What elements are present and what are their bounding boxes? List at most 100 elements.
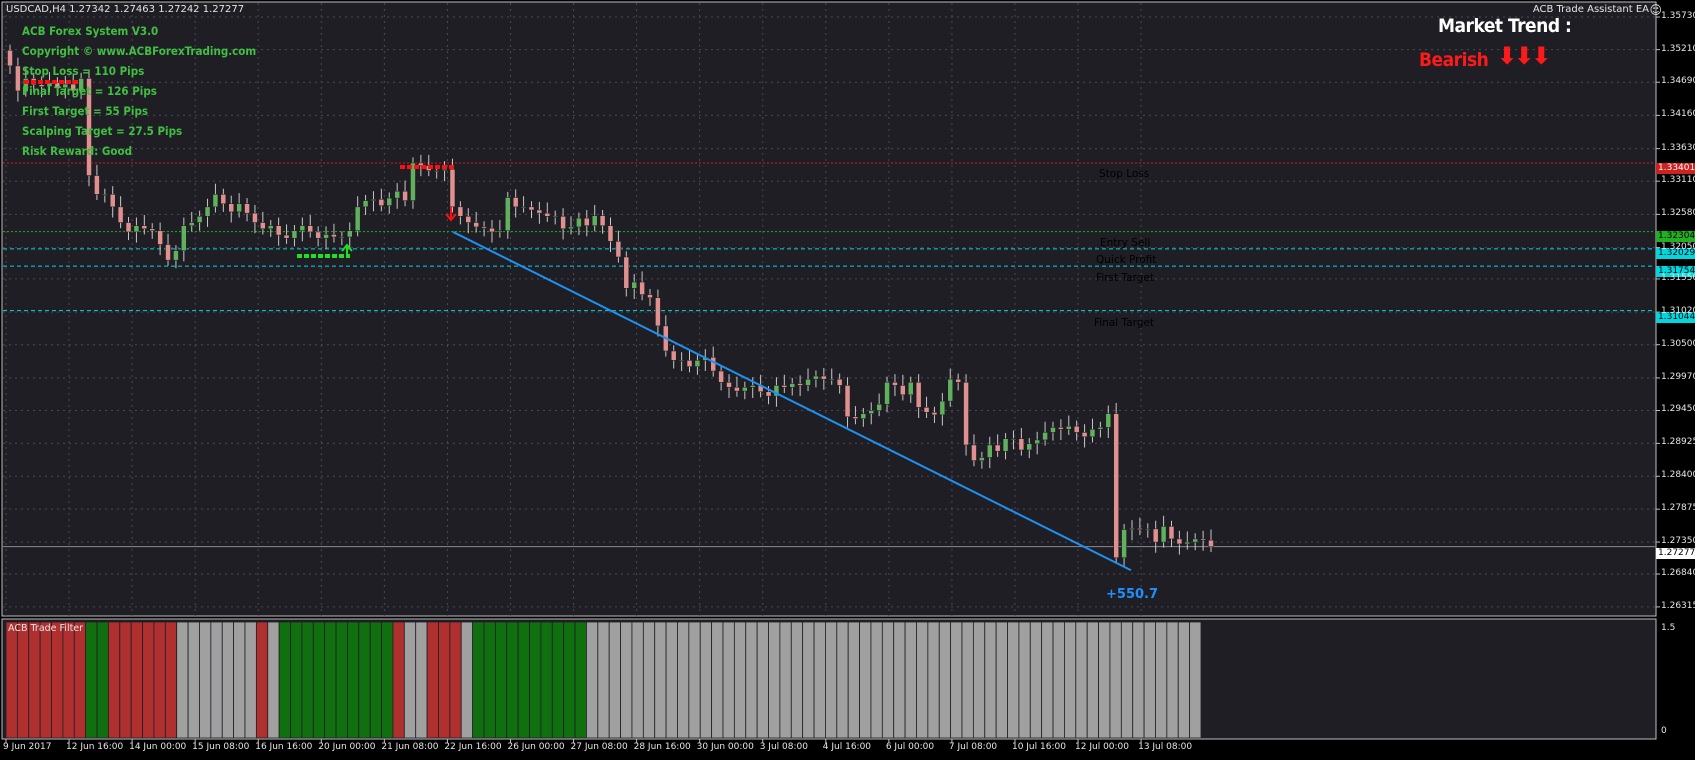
candle-body <box>1081 432 1088 438</box>
filter-bar <box>290 621 303 739</box>
filter-bar <box>119 621 132 739</box>
candle-body <box>994 444 1001 452</box>
candle-body <box>212 194 219 208</box>
candle-body <box>599 215 606 226</box>
filter-bar <box>278 621 291 739</box>
filter-bar <box>1132 621 1145 739</box>
trend-line <box>452 231 1132 572</box>
candle-body <box>821 375 827 380</box>
price-axis-label: 1.33630 <box>1661 142 1695 153</box>
candle-body <box>70 83 76 92</box>
filter-bar <box>972 621 986 739</box>
ea-name[interactable]: ACB Trade Assistant EA <box>1532 4 1649 15</box>
filter-bar <box>836 621 849 739</box>
filter-bar <box>597 621 610 739</box>
candle-body <box>149 228 155 231</box>
candle-body <box>591 215 598 226</box>
candle-body <box>908 382 914 396</box>
candle-body <box>828 378 835 381</box>
filter-bar <box>369 621 382 739</box>
candle-body <box>773 385 780 397</box>
info-final-target: Final Target = 126 Pips <box>22 84 157 98</box>
candle-body <box>686 360 693 367</box>
candle-body <box>1018 438 1025 451</box>
level-label-stop-loss: Stop Loss <box>1099 168 1150 180</box>
price-axis-label: 1.34160 <box>1661 109 1695 120</box>
price-tag-stop-loss: 1.33401 <box>1656 163 1695 174</box>
candle-body <box>1089 429 1096 438</box>
candle-body <box>781 385 788 388</box>
filter-bar <box>642 621 656 739</box>
price-axis-label: 1.32050 <box>1661 241 1695 252</box>
filter-bar <box>1143 621 1156 739</box>
candle-body <box>789 383 795 388</box>
candle-body <box>1160 526 1167 543</box>
trade-markers <box>24 80 457 258</box>
info-risk-reward: Risk Reward: Good <box>22 144 133 158</box>
candle-body <box>283 234 290 239</box>
time-axis-label: 21 Jun 08:00 <box>381 742 439 752</box>
filter-bar <box>756 621 769 739</box>
filter-bar <box>1155 621 1168 739</box>
down-arrows-icon: ⬇⬇⬇ <box>1497 42 1551 70</box>
buy-arrow-icon <box>341 243 353 258</box>
candle-body <box>552 216 558 218</box>
time-axis-label: 10 Jul 16:00 <box>1011 742 1066 752</box>
filter-bar <box>108 621 121 739</box>
time-axis-label: 9 Jun 2017 <box>3 742 52 752</box>
filter-bar <box>1177 621 1191 739</box>
filter-bar <box>870 621 883 739</box>
filter-bar <box>244 621 257 739</box>
candle-body <box>449 169 456 208</box>
filter-bar <box>449 621 462 739</box>
filter-bar <box>904 621 917 739</box>
filter-bar <box>1075 621 1088 739</box>
smiley-face-icon[interactable]: ☺ <box>1649 3 1662 17</box>
filter-bar <box>529 621 542 739</box>
candle-body <box>173 250 179 261</box>
candle-body <box>465 216 472 223</box>
filter-bar <box>5 621 18 739</box>
filter-bar <box>233 621 246 739</box>
candle-body <box>165 244 171 261</box>
filter-bar <box>381 621 394 739</box>
price-axis-label: 1.31550 <box>1661 272 1695 283</box>
filter-bar <box>699 621 713 739</box>
candle-body <box>520 206 527 209</box>
candle-body <box>86 78 92 176</box>
candle-body <box>181 225 187 251</box>
candle-body <box>299 225 306 231</box>
price-axis-label: 1.32580 <box>1661 208 1695 219</box>
time-axis-label: 3 Jul 08:00 <box>759 742 808 752</box>
candle-body <box>876 403 882 411</box>
filter-bar <box>301 621 314 739</box>
filter-bar <box>1109 621 1122 739</box>
candle-body <box>923 407 930 413</box>
candle-body <box>109 194 116 208</box>
filter-bar <box>176 621 189 739</box>
candle-body <box>1058 427 1064 430</box>
filter-bar <box>483 621 496 739</box>
candle-body <box>694 360 701 367</box>
candle-body <box>742 387 748 392</box>
candle-body <box>979 457 985 461</box>
candle-body <box>15 65 21 92</box>
filter-histogram <box>5 621 1202 739</box>
candle-body <box>726 382 732 388</box>
price-tag-final-target: 1.31044 <box>1656 312 1695 323</box>
candle-body <box>1026 443 1033 451</box>
candle-body <box>331 234 337 238</box>
filter-bar <box>654 621 667 739</box>
filter-bar <box>347 621 360 739</box>
filter-bar <box>73 621 87 739</box>
candle-body <box>1105 413 1112 428</box>
filter-bar <box>1166 621 1179 739</box>
filter-bar <box>96 621 109 739</box>
filter-bar <box>335 621 348 739</box>
filter-pane-title: ACB Trade Filter <box>8 623 84 634</box>
price-axis-label: 1.35210 <box>1661 43 1695 54</box>
filter-bar <box>608 621 621 739</box>
candle-body <box>244 203 250 214</box>
price-axis-label: 1.27875 <box>1661 503 1695 514</box>
